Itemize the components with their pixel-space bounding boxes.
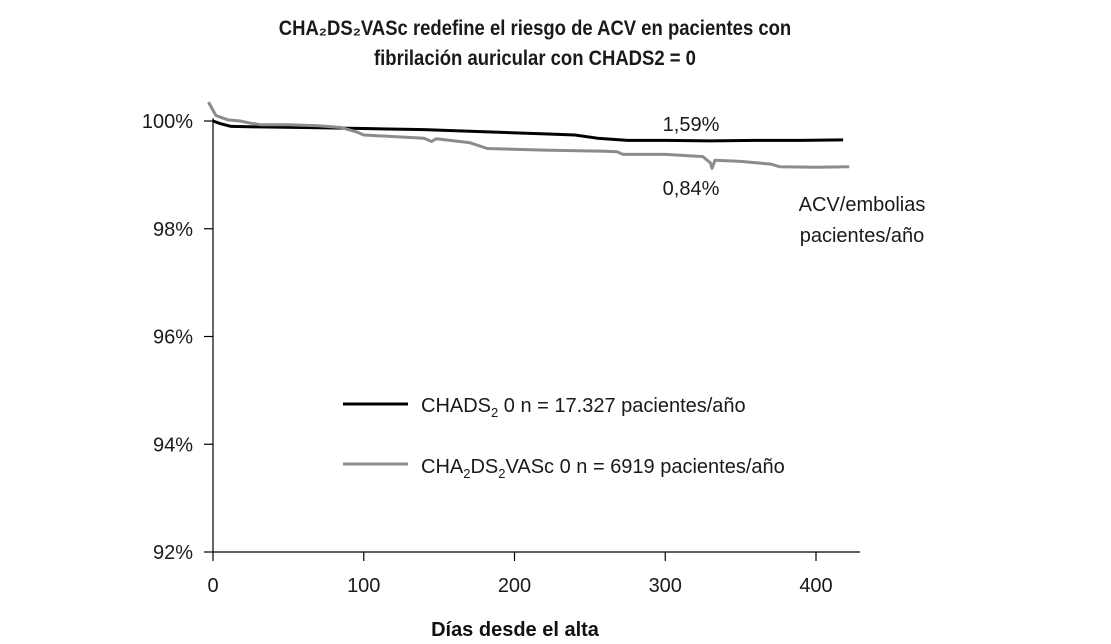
legend-2-sub2: 2 [498, 466, 505, 481]
x-tick-label: 100 [347, 575, 380, 597]
y-tick-label: 98% [153, 219, 193, 241]
x-tick-label: 300 [649, 575, 682, 597]
legend-1-main: CHADS [421, 395, 491, 417]
y-tick-label: 96% [153, 327, 193, 349]
x-tick-label: 0 [207, 575, 218, 597]
legend-label-1: CHADS2 0 n = 17.327 pacientes/año [421, 395, 746, 420]
series-2-end-label: 0,84% [663, 178, 720, 200]
chart-legend: CHADS2 0 n = 17.327 pacientes/añoCHA2DS2… [343, 395, 785, 481]
legend-2-mid: DS [470, 456, 498, 478]
y-tick-label: 92% [153, 542, 193, 564]
chart-title-line-1: CHA₂DS₂VASc redefine el riesgo de ACV en… [278, 17, 792, 40]
series-line-2 [207, 101, 850, 170]
y-tick-label: 100% [142, 111, 193, 133]
legend-2-sub: 2 [463, 466, 470, 481]
series-1-end-label: 1,59% [663, 114, 720, 136]
legend-label-2: CHA2DS2VASc 0 n = 6919 pacientes/año [421, 456, 785, 481]
chart-series [207, 101, 850, 170]
legend-2-main: CHA [421, 456, 464, 478]
series-line-1 [212, 119, 844, 143]
chart-title-line-2: fibrilación auricular con CHADS2 = 0 [374, 47, 696, 70]
y-tick-label: 94% [153, 434, 193, 456]
chart-axes: 100% 98% 96% 94% 92% 0 100 200 300 400 Días desde … [142, 111, 860, 641]
legend-1-sub: 2 [491, 405, 498, 420]
chart-title: CHA₂DS₂VASc redefine el riesgo de ACV en… [64, 14, 1006, 74]
legend-2-rest: VASc 0 n = 6919 pacientes/año [506, 456, 785, 478]
legend-1-rest: 0 n = 17.327 pacientes/año [498, 395, 745, 417]
chart-labels: 1,59% 0,84% ACV/embolias pacientes/año [663, 114, 926, 247]
annotation-line-2: pacientes/año [800, 225, 925, 247]
x-axis-title: Días desde el alta [431, 619, 600, 641]
x-tick-label: 200 [498, 575, 531, 597]
x-tick-label: 400 [799, 575, 832, 597]
annotation-line-1: ACV/embolias [799, 194, 926, 216]
